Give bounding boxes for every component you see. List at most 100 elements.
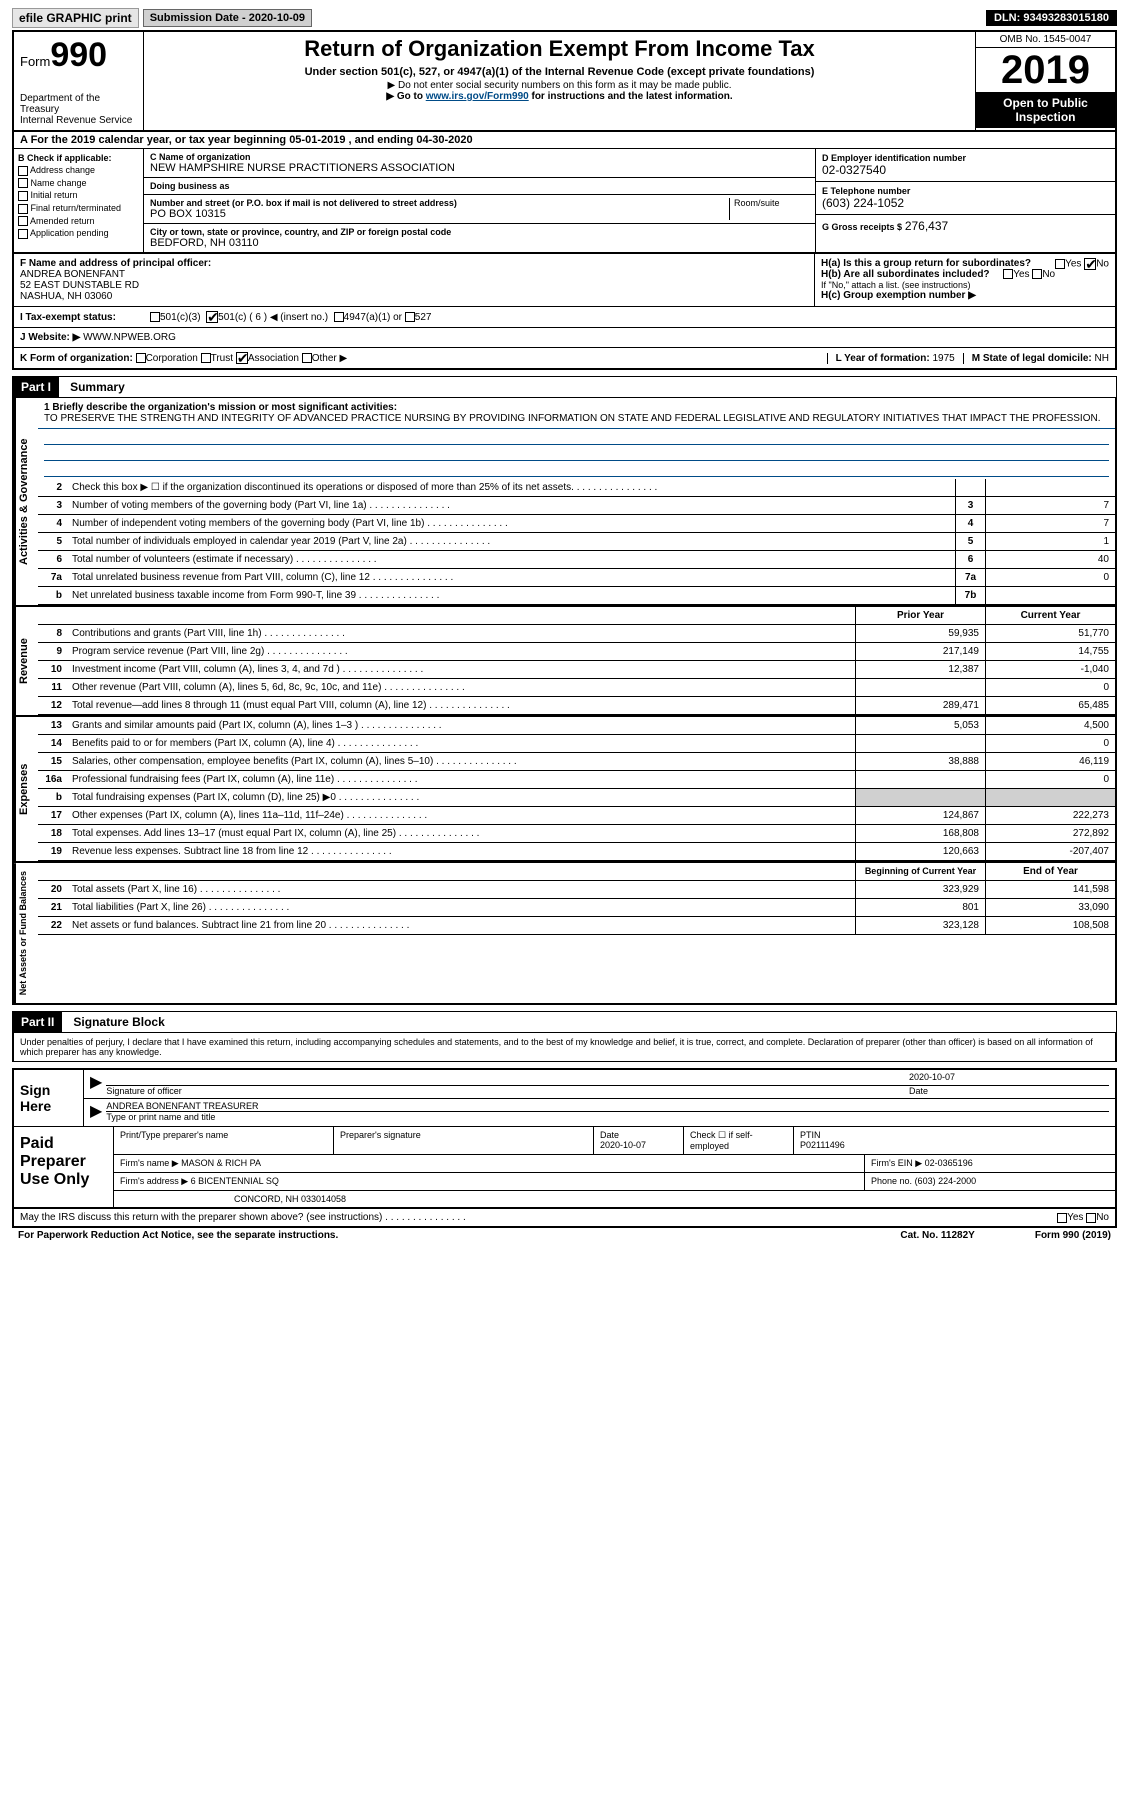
line-num: 20 bbox=[38, 881, 68, 898]
dln: DLN: 93493283015180 bbox=[986, 10, 1117, 26]
officer-name: ANDREA BONENFANT bbox=[20, 269, 808, 280]
irs-link[interactable]: www.irs.gov/Form990 bbox=[426, 91, 529, 102]
line-text: Total fundraising expenses (Part IX, col… bbox=[68, 789, 855, 806]
form-title: Return of Organization Exempt From Incom… bbox=[152, 36, 967, 62]
current-value: 222,273 bbox=[985, 807, 1115, 824]
firm-name: MASON & RICH PA bbox=[181, 1158, 261, 1168]
prior-value: 801 bbox=[855, 899, 985, 916]
room-suite-label: Room/suite bbox=[729, 198, 809, 220]
officer-addr1: 52 EAST DUNSTABLE RD bbox=[20, 280, 808, 291]
line-text: Professional fundraising fees (Part IX, … bbox=[68, 771, 855, 788]
prep-sig-label: Preparer's signature bbox=[334, 1127, 594, 1154]
line-num: 14 bbox=[38, 735, 68, 752]
line-text: Net assets or fund balances. Subtract li… bbox=[68, 917, 855, 934]
d-ein-label: D Employer identification number bbox=[822, 153, 1109, 163]
check-address-change[interactable]: Address change bbox=[18, 165, 139, 176]
prior-value bbox=[855, 735, 985, 752]
signature-declaration: Under penalties of perjury, I declare th… bbox=[12, 1033, 1117, 1062]
firm-addr-label: Firm's address ▶ bbox=[120, 1176, 188, 1186]
officer-typed-name: ANDREA BONENFANT TREASURER bbox=[106, 1101, 1109, 1112]
line-value: 1 bbox=[985, 533, 1115, 550]
line-num: 17 bbox=[38, 807, 68, 824]
prior-value: 12,387 bbox=[855, 661, 985, 678]
prior-value: 59,935 bbox=[855, 625, 985, 642]
current-value: 46,119 bbox=[985, 753, 1115, 770]
open-public-badge: Open to Public Inspection bbox=[976, 92, 1115, 128]
officer-addr2: NASHUA, NH 03060 bbox=[20, 291, 808, 302]
check-4947[interactable] bbox=[334, 312, 344, 322]
check-501c3[interactable] bbox=[150, 312, 160, 322]
side-governance: Activities & Governance bbox=[14, 398, 38, 605]
g-gross-label: G Gross receipts $ bbox=[822, 222, 902, 232]
line-text: Other revenue (Part VIII, column (A), li… bbox=[68, 679, 855, 696]
hb-subordinates: H(b) Are all subordinates included? Yes … bbox=[821, 269, 1109, 280]
prior-value: 5,053 bbox=[855, 717, 985, 734]
check-assoc[interactable] bbox=[236, 352, 248, 364]
sig-date: 2020-10-07 bbox=[909, 1072, 1109, 1086]
ha-group-return: H(a) Is this a group return for subordin… bbox=[821, 258, 1109, 269]
current-value: 0 bbox=[985, 735, 1115, 752]
j-website-label: J Website: ▶ bbox=[20, 332, 80, 343]
line-text: Revenue less expenses. Subtract line 18 … bbox=[68, 843, 855, 860]
dba-label: Doing business as bbox=[150, 181, 230, 191]
line-text: Total unrelated business revenue from Pa… bbox=[68, 569, 955, 586]
check-trust[interactable] bbox=[201, 353, 211, 363]
line-num: 9 bbox=[38, 643, 68, 660]
check-other[interactable] bbox=[302, 353, 312, 363]
m-state-label: M State of legal domicile: bbox=[972, 353, 1092, 364]
prior-value: 323,128 bbox=[855, 917, 985, 934]
line-box: 4 bbox=[955, 515, 985, 532]
tax-year: 2019 bbox=[976, 48, 1115, 92]
part1-header: Part I bbox=[13, 377, 59, 397]
paperwork-notice: For Paperwork Reduction Act Notice, see … bbox=[18, 1230, 338, 1241]
part1-title: Summary bbox=[62, 380, 125, 394]
firm-ein-label: Firm's EIN ▶ bbox=[871, 1158, 922, 1168]
line-num: 11 bbox=[38, 679, 68, 696]
line-value: 0 bbox=[985, 569, 1115, 586]
line-text: Investment income (Part VIII, column (A)… bbox=[68, 661, 855, 678]
line-text: Total expenses. Add lines 13–17 (must eq… bbox=[68, 825, 855, 842]
current-value: 65,485 bbox=[985, 697, 1115, 714]
line-text: Number of independent voting members of … bbox=[68, 515, 955, 532]
beginning-year-hdr: Beginning of Current Year bbox=[855, 863, 985, 880]
c-name-label: C Name of organization bbox=[150, 152, 809, 162]
part2-header: Part II bbox=[13, 1012, 62, 1032]
check-name-change[interactable]: Name change bbox=[18, 178, 139, 189]
org-name: NEW HAMPSHIRE NURSE PRACTITIONERS ASSOCI… bbox=[150, 162, 809, 174]
end-year-hdr: End of Year bbox=[985, 863, 1115, 880]
current-value: 141,598 bbox=[985, 881, 1115, 898]
current-year-hdr: Current Year bbox=[985, 607, 1115, 624]
efile-link[interactable]: efile GRAPHIC print bbox=[12, 8, 139, 28]
prep-self-employed[interactable]: Check ☐ if self-employed bbox=[684, 1127, 794, 1154]
check-corp[interactable] bbox=[136, 353, 146, 363]
check-final-return[interactable]: Final return/terminated bbox=[18, 203, 139, 214]
line-num: 2 bbox=[38, 479, 68, 496]
line-num: 13 bbox=[38, 717, 68, 734]
current-value: -1,040 bbox=[985, 661, 1115, 678]
line-box: 5 bbox=[955, 533, 985, 550]
firm-phone: (603) 224-2000 bbox=[915, 1176, 977, 1186]
check-pending[interactable]: Application pending bbox=[18, 228, 139, 239]
check-501c[interactable] bbox=[206, 311, 218, 323]
current-value: 51,770 bbox=[985, 625, 1115, 642]
firm-name-label: Firm's name ▶ bbox=[120, 1158, 179, 1168]
line-text: Contributions and grants (Part VIII, lin… bbox=[68, 625, 855, 642]
prior-year-hdr: Prior Year bbox=[855, 607, 985, 624]
paid-preparer-label: Paid Preparer Use Only bbox=[14, 1127, 114, 1207]
line-num: 5 bbox=[38, 533, 68, 550]
mission-label: 1 Briefly describe the organization's mi… bbox=[44, 402, 397, 413]
current-value: 4,500 bbox=[985, 717, 1115, 734]
discuss-yes[interactable] bbox=[1057, 1213, 1067, 1223]
website-value: WWW.NPWEB.ORG bbox=[83, 332, 176, 343]
prep-date: 2020-10-07 bbox=[600, 1140, 646, 1150]
check-amended[interactable]: Amended return bbox=[18, 216, 139, 227]
line-text: Program service revenue (Part VIII, line… bbox=[68, 643, 855, 660]
line-num: 10 bbox=[38, 661, 68, 678]
check-527[interactable] bbox=[405, 312, 415, 322]
prior-value: 124,867 bbox=[855, 807, 985, 824]
current-value: 0 bbox=[985, 771, 1115, 788]
check-initial-return[interactable]: Initial return bbox=[18, 190, 139, 201]
discuss-no[interactable] bbox=[1086, 1213, 1096, 1223]
e-tel-label: E Telephone number bbox=[822, 186, 1109, 196]
line-text: Benefits paid to or for members (Part IX… bbox=[68, 735, 855, 752]
